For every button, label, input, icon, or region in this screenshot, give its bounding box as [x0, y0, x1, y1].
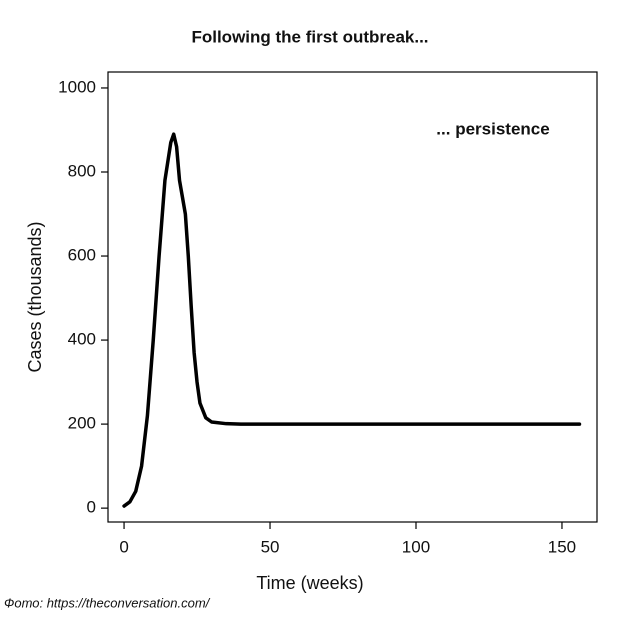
plot-frame	[107, 71, 598, 523]
y-tick-label: 600	[68, 246, 96, 265]
x-tick-label: 0	[119, 537, 128, 556]
y-tick-label: 400	[68, 330, 96, 349]
y-tick-label: 800	[68, 161, 96, 180]
y-tick-label: 0	[87, 498, 96, 517]
data-line	[122, 132, 582, 508]
x-tick-label: 50	[261, 537, 280, 556]
x-tick-label: 150	[548, 537, 576, 556]
y-tick-label: 1000	[58, 77, 96, 96]
x-axis-label: Time (weeks)	[256, 573, 363, 593]
annotation: ... persistence	[436, 119, 549, 138]
chart-title: Following the first outbreak...	[191, 27, 428, 46]
credit: Фото: https://theconversation.com/	[4, 595, 211, 610]
x-tick-label: 100	[402, 537, 430, 556]
y-tick-label: 200	[68, 414, 96, 433]
y-axis-label: Cases (thousands)	[25, 221, 45, 372]
